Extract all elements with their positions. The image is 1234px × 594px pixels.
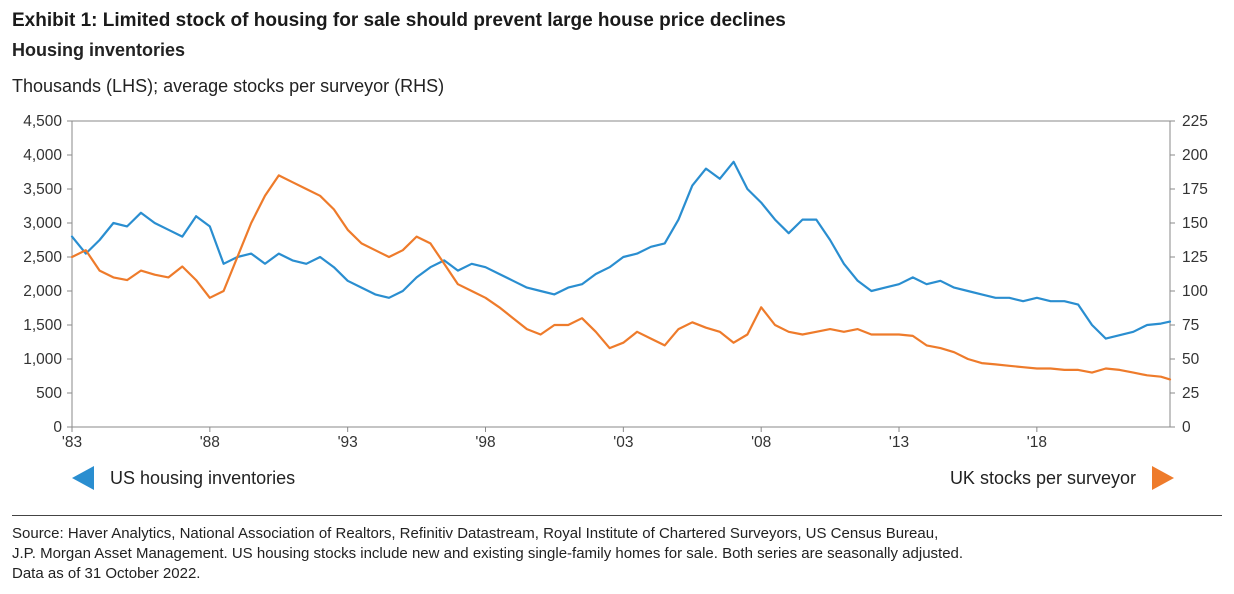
x-tick-label: '13 [889,434,909,451]
right-tick-label: 175 [1182,181,1208,198]
x-tick-label: '88 [200,434,220,451]
uk-series-line [70,174,1172,381]
left-tick-label: 2,500 [23,249,62,266]
plot-frame [71,120,1171,428]
x-tick-label: '08 [751,434,771,451]
units-label: Thousands (LHS); average stocks per surv… [12,76,445,96]
right-tick-label: 150 [1182,215,1208,232]
left-tick-label: 0 [53,419,62,436]
legend-us-label: US housing inventories [110,467,296,488]
chart-subtitle: Housing inventories [12,40,186,60]
right-tick-label: 0 [1182,419,1191,436]
left-tick-label: 1,500 [23,317,62,334]
right-tick-label: 25 [1182,385,1199,402]
divider [12,515,1222,516]
right-arrow-icon [1152,466,1174,490]
left-tick-label: 2,000 [23,283,62,300]
right-tick-label: 75 [1182,317,1199,334]
left-axis: 0 500 1,000 1,500 2,000 2,500 3,000 3,500 4,000 4… [23,113,72,436]
left-arrow-icon [72,466,94,490]
us-series-line [70,160,1172,340]
left-tick-label: 1,000 [23,351,62,368]
x-tick-label: '18 [1027,434,1047,451]
legend-uk-label: UK stocks per surveyor [949,467,1136,488]
left-tick-label: 3,000 [23,215,62,232]
source-note: Source: Haver Analytics, National Associ… [12,524,1212,584]
right-tick-label: 50 [1182,351,1200,368]
right-tick-label: 225 [1182,113,1208,130]
right-tick-label: 100 [1182,283,1208,300]
left-tick-label: 3,500 [23,181,62,198]
chart-title: Exhibit 1: Limited stock of housing for … [12,10,786,31]
legend-us: US housing inventories [72,466,295,490]
source-line-2: J.P. Morgan Asset Management. US housing… [12,545,964,562]
x-tick-label: '03 [613,434,633,451]
left-tick-label: 4,500 [23,113,62,130]
x-tick-label: '98 [475,434,495,451]
left-tick-label: 500 [36,385,62,402]
left-tick-label: 4,000 [23,147,62,164]
right-tick-label: 200 [1182,147,1208,164]
source-line-3: Data as of 31 October 2022. [12,565,201,582]
legend-uk: UK stocks per surveyor [950,466,1174,490]
series-lines [70,160,1172,381]
x-tick-label: '83 [62,434,82,451]
x-tick-label: '93 [338,434,358,451]
source-line-1: Source: Haver Analytics, National Associ… [12,525,939,542]
x-axis: '83 '88 '93 '98 '03 '08 '13 '18 [62,427,1047,451]
right-axis: 0 25 50 75 100 125 150 175 200 225 [1170,113,1208,436]
right-tick-label: 125 [1182,249,1208,266]
